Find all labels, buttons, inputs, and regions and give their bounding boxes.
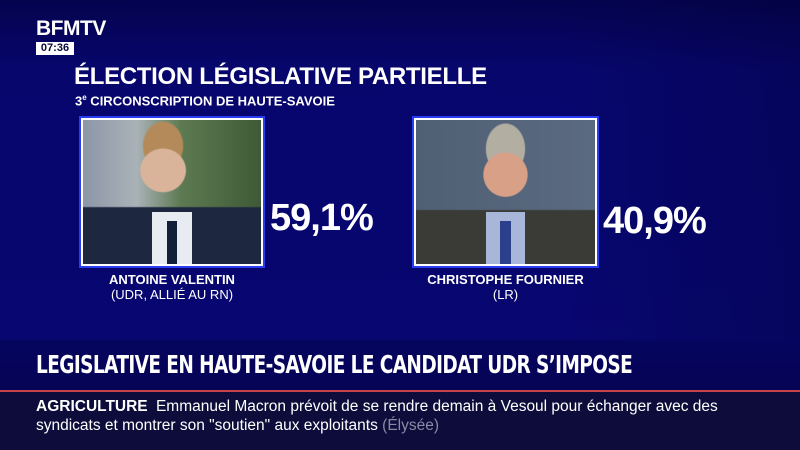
candidate-name-valentin: ANTOINE VALENTIN: [109, 272, 235, 287]
ticker-tag: AGRICULTURE: [36, 398, 148, 415]
candidate-photo-valentin: [81, 118, 263, 266]
ticker-body: Emmanuel Macron prévoit de se rendre dem…: [36, 398, 718, 434]
broadcast-graphic: [0, 0, 800, 390]
ticker-text: AGRICULTURE Emmanuel Macron prévoit de s…: [36, 397, 776, 435]
headline-band: [0, 340, 800, 390]
clock-badge: 07:36: [36, 42, 74, 55]
candidate-score-fournier: 40,9%: [603, 200, 707, 242]
ticker-source: (Élysée): [382, 417, 440, 434]
tie-shape: [500, 220, 511, 264]
divider-line: [0, 390, 800, 392]
tie-shape: [166, 220, 178, 264]
channel-logo: BFMTV: [36, 17, 106, 40]
candidate-party-valentin: (UDR, ALLIÉ AU RN): [110, 287, 234, 302]
news-ticker: [0, 392, 800, 450]
candidate-party-fournier: (LR): [492, 287, 519, 302]
headline: LEGISLATIVE EN HAUTE-SAVOIE LE CANDIDAT …: [36, 350, 633, 379]
graphic-title: ÉLECTION LÉGISLATIVE PARTIELLE: [74, 63, 487, 90]
graphic-subtitle: 3e CIRCONSCRIPTION DE HAUTE-SAVOIE: [75, 93, 335, 109]
candidate-photo-fournier: [414, 118, 597, 266]
candidate-name-fournier: CHRISTOPHE FOURNIER: [427, 272, 584, 287]
candidate-score-valentin: 59,1%: [270, 197, 374, 239]
